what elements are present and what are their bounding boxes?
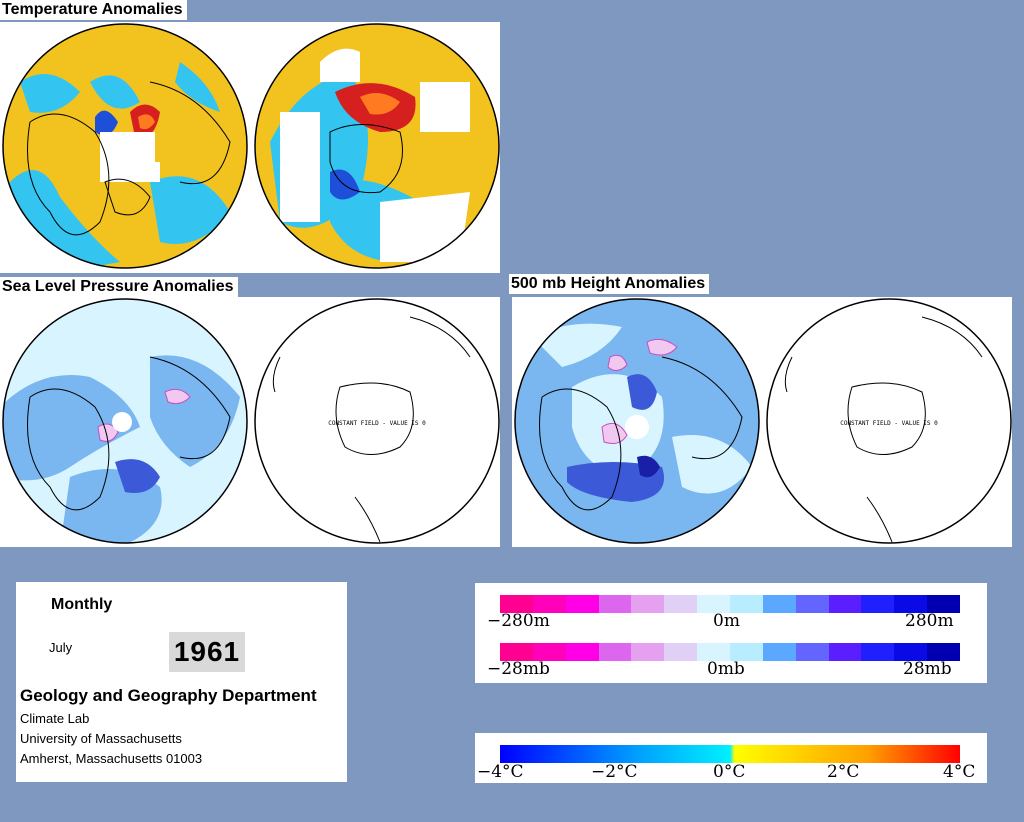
color-swatch	[565, 643, 599, 661]
color-swatch	[762, 595, 796, 613]
color-swatch	[795, 595, 829, 613]
temp-tick-2: 2°C	[827, 762, 860, 782]
color-swatch	[532, 595, 566, 613]
temp-tick-4: 4°C	[943, 762, 976, 782]
temp-tick-neg2: −2°C	[591, 762, 638, 782]
department-label: Geology and Geography Department	[20, 686, 317, 705]
color-swatch	[861, 643, 895, 661]
temperature-south-map	[255, 24, 499, 268]
color-swatch	[598, 595, 632, 613]
color-swatch	[927, 643, 961, 661]
temperature-title: Temperature Anomalies	[0, 0, 187, 20]
color-swatch	[697, 643, 731, 661]
year-display: 1961	[169, 632, 245, 672]
height-south-map: CONSTANT FIELD - VALUE IS 0	[766, 298, 1012, 544]
address-line-3: Amherst, Massachusetts 01003	[20, 751, 203, 766]
height-color-bar	[500, 595, 961, 613]
anomaly-legend: −280m 0m 280m −28mb 0mb 28mb	[475, 583, 987, 683]
color-swatch	[894, 643, 928, 661]
color-swatch	[664, 643, 698, 661]
pressure-color-bar	[500, 643, 961, 661]
temp-tick-neg4: −4°C	[477, 762, 524, 782]
temperature-color-bar	[500, 745, 960, 763]
height-tick-mid: 0m	[713, 611, 740, 631]
temperature-north-map	[3, 24, 247, 268]
color-swatch	[762, 643, 796, 661]
address-line-1: Climate Lab	[20, 711, 90, 726]
color-swatch	[730, 643, 763, 661]
color-swatch	[730, 595, 763, 613]
temp-tick-0: 0°C	[713, 762, 746, 782]
color-swatch	[565, 595, 599, 613]
info-box: Monthly July 1961 Geology and Geography …	[16, 582, 347, 782]
height-panel: CONSTANT FIELD - VALUE IS 0	[512, 297, 1012, 547]
color-swatch	[598, 643, 632, 661]
color-swatch	[664, 595, 698, 613]
color-swatch	[697, 595, 731, 613]
temperature-legend: −4°C −2°C 0°C 2°C 4°C	[475, 733, 987, 783]
slp-south-map: CONSTANT FIELD - VALUE IS 0	[254, 298, 500, 544]
color-swatch	[795, 643, 829, 661]
color-swatch	[631, 643, 665, 661]
pressure-tick-min: −28mb	[487, 659, 550, 679]
period-label: Monthly	[51, 596, 113, 613]
address-line-2: University of Massachusetts	[20, 731, 182, 746]
height-tick-min: −280m	[487, 611, 550, 631]
height-constant-label: CONSTANT FIELD - VALUE IS 0	[840, 420, 938, 427]
slp-panel: CONSTANT FIELD - VALUE IS 0	[0, 297, 500, 547]
month-label: July	[49, 640, 73, 655]
color-swatch	[927, 595, 961, 613]
slp-north-map	[3, 299, 247, 543]
color-swatch	[828, 595, 862, 613]
color-swatch	[532, 643, 566, 661]
pressure-tick-mid: 0mb	[707, 659, 745, 679]
height-north-map	[515, 299, 759, 543]
slp-constant-label: CONSTANT FIELD - VALUE IS 0	[328, 420, 426, 427]
color-swatch	[828, 643, 862, 661]
height-tick-max: 280m	[905, 611, 954, 631]
color-swatch	[500, 595, 533, 613]
slp-title: Sea Level Pressure Anomalies	[0, 277, 238, 297]
color-swatch	[631, 595, 665, 613]
height-title: 500 mb Height Anomalies	[509, 274, 710, 294]
color-swatch	[500, 643, 533, 661]
color-swatch	[861, 595, 895, 613]
temperature-panel	[0, 22, 500, 273]
pressure-tick-max: 28mb	[903, 659, 952, 679]
color-swatch	[894, 595, 928, 613]
